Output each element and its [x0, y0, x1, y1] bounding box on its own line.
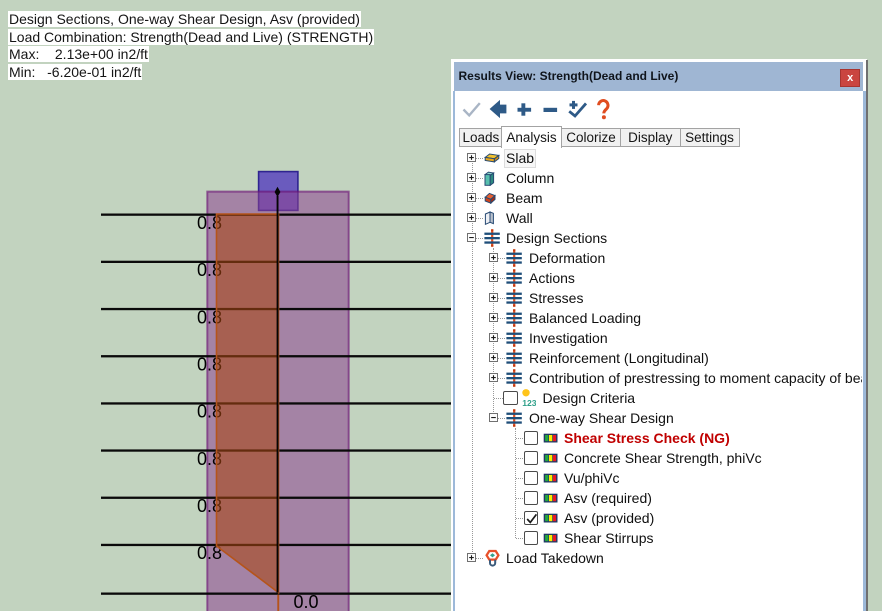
svg-text:0.0: 0.0 — [294, 592, 319, 611]
svg-text:0.8: 0.8 — [197, 543, 222, 563]
svg-text:123: 123 — [522, 398, 536, 407]
